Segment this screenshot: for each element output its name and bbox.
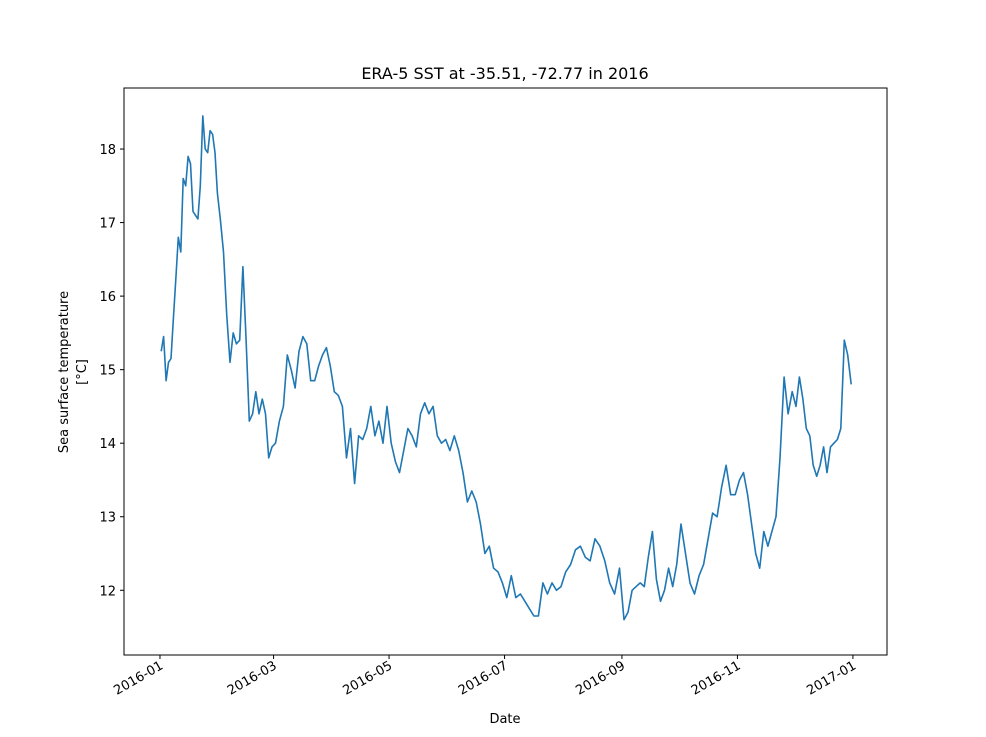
y-tick-label: 15 — [99, 364, 116, 379]
y-tick-label: 18 — [99, 143, 116, 158]
y-tick-label: 12 — [99, 584, 116, 599]
y-axis-label: [°C] — [75, 359, 90, 385]
y-tick-label: 13 — [99, 511, 116, 526]
y-tick-label: 14 — [99, 437, 116, 452]
x-axis-label: Date — [489, 712, 520, 727]
line — [160, 115, 852, 621]
y-tick-label: 17 — [99, 217, 116, 232]
plot-frame — [123, 87, 888, 656]
y-axis-label: Sea surface temperature — [57, 291, 72, 453]
chart-title: ERA-5 SST at -35.51, -72.77 in 2016 — [361, 64, 648, 83]
y-tick-label: 16 — [99, 290, 116, 305]
